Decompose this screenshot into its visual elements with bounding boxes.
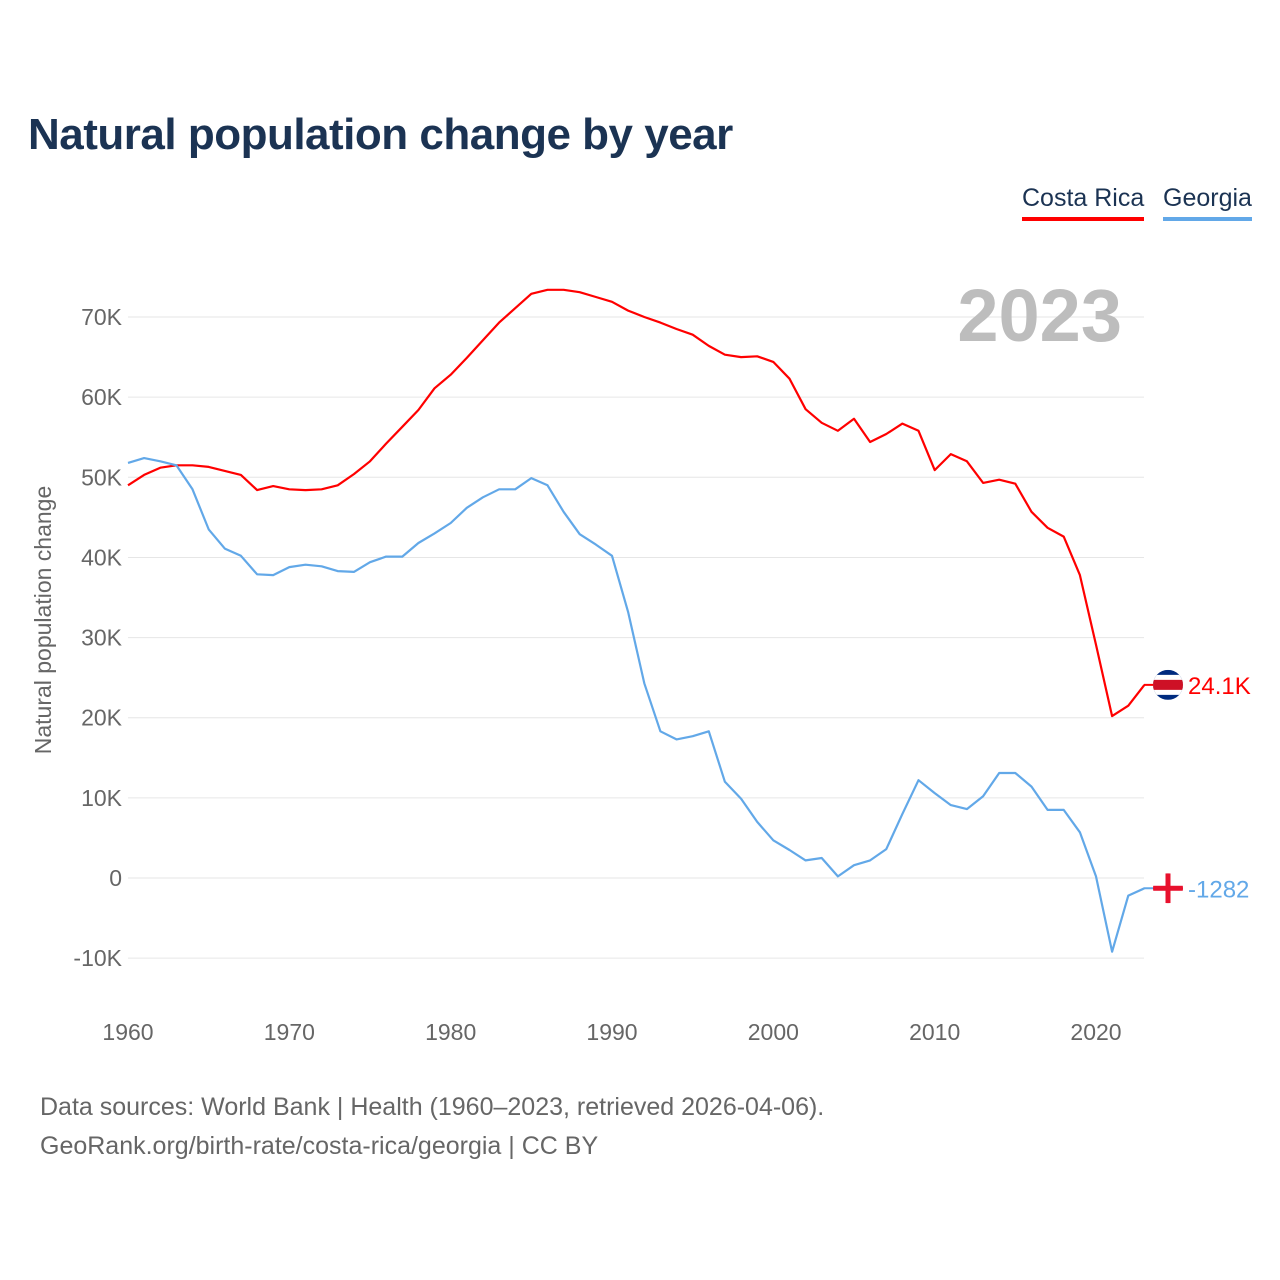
y-tick-label: 10K [81,785,123,811]
x-tick-label: 1970 [264,1019,315,1045]
end-value-label: 24.1K [1188,673,1251,700]
x-tick-label: 1960 [102,1019,153,1045]
y-tick-label: 20K [81,705,123,731]
y-tick-label: 0 [109,865,122,891]
y-tick-label: 40K [81,544,123,570]
x-tick-label: 2000 [748,1019,799,1045]
x-tick-label: 2010 [909,1019,960,1045]
legend-costa-rica[interactable]: Costa Rica [1022,184,1145,221]
y-tick-label: 70K [81,304,123,330]
y-tick-label: 30K [81,625,123,651]
source-note: Data sources: World Bank | Health (1960–… [40,1088,824,1166]
y-tick-label: 50K [81,464,123,490]
legend-georgia[interactable]: Georgia [1163,184,1252,221]
series-line-georgia [127,457,1145,953]
flag-cross-v [1165,873,1171,904]
year-label: 2023 [957,274,1122,357]
x-tick-label: 1980 [425,1019,476,1045]
end-value-label: -1282 [1188,876,1249,903]
georgia-flag-icon [1153,873,1183,904]
flag-body [1153,873,1183,904]
costa-rica-flag-icon [1153,669,1183,700]
series-line-costa-rica [127,288,1146,718]
flag-body [1153,669,1183,700]
x-tick-label: 2020 [1070,1019,1121,1045]
chart-title: Natural population change by year [28,110,733,159]
source-line-1: Data sources: World Bank | Health (1960–… [40,1093,825,1121]
source-line-2[interactable]: GeoRank.org/birth-rate/costa-rica/georgi… [40,1132,599,1160]
y-tick-label: -10K [73,945,122,971]
flag-red [1153,679,1183,690]
y-axis-label: Natural population change [30,486,56,755]
x-tick-label: 1990 [586,1019,637,1045]
y-tick-label: 60K [81,384,123,410]
